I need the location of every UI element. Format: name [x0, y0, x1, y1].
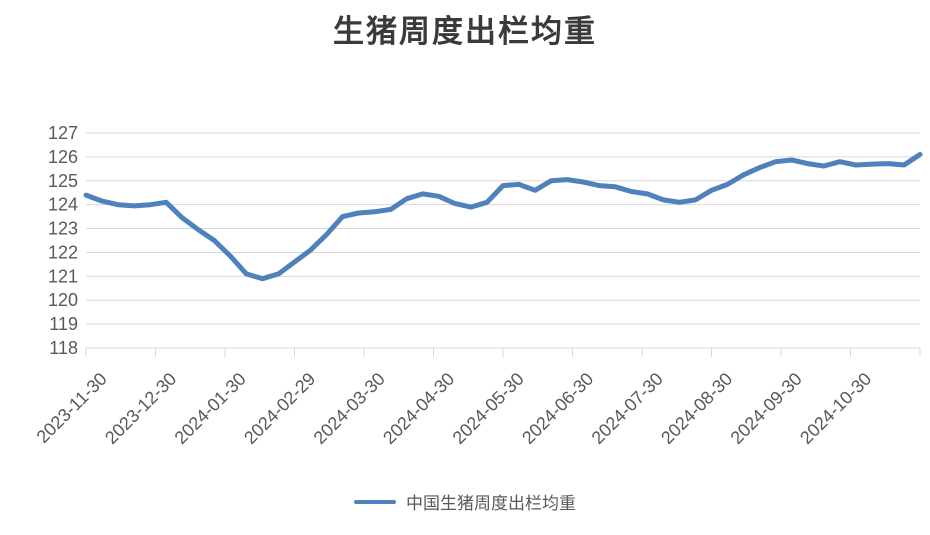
x-tick-label: 2024-07-30: [588, 369, 667, 448]
x-tick-label: 2024-10-30: [796, 369, 875, 448]
y-tick-label: 124: [48, 195, 78, 215]
y-tick-label: 121: [48, 266, 78, 286]
y-tick-label: 120: [48, 290, 78, 310]
x-tick-label: 2024-01-30: [171, 369, 250, 448]
legend: 中国生猪周度出栏均重: [0, 489, 930, 514]
y-tick-label: 126: [48, 147, 78, 167]
x-tick-label: 2023-12-30: [101, 369, 180, 448]
legend-series-label: 中国生猪周度出栏均重: [406, 494, 576, 513]
x-tick-label: 2024-02-29: [240, 369, 319, 448]
y-tick-label: 125: [48, 171, 78, 191]
x-tick-label: 2024-08-30: [657, 369, 736, 448]
x-tick-label: 2024-04-30: [379, 369, 458, 448]
y-tick-label: 127: [48, 123, 78, 143]
series-line: [83, 152, 923, 282]
y-tick-label: 118: [49, 338, 78, 358]
chart-title: 生猪周度出栏均重: [333, 14, 597, 50]
x-tick-label: 2024-06-30: [518, 369, 597, 448]
y-tick-label: 122: [48, 242, 78, 262]
y-tick-label: 123: [48, 219, 78, 239]
y-tick-label: 119: [49, 314, 78, 334]
x-tick-label: 2024-09-30: [727, 369, 806, 448]
x-tick-label: 2024-05-30: [449, 369, 528, 448]
x-tick-label: 2024-03-30: [310, 369, 389, 448]
x-tick-label: 2023-11-30: [33, 369, 111, 447]
legend-line-marker: [354, 499, 396, 504]
